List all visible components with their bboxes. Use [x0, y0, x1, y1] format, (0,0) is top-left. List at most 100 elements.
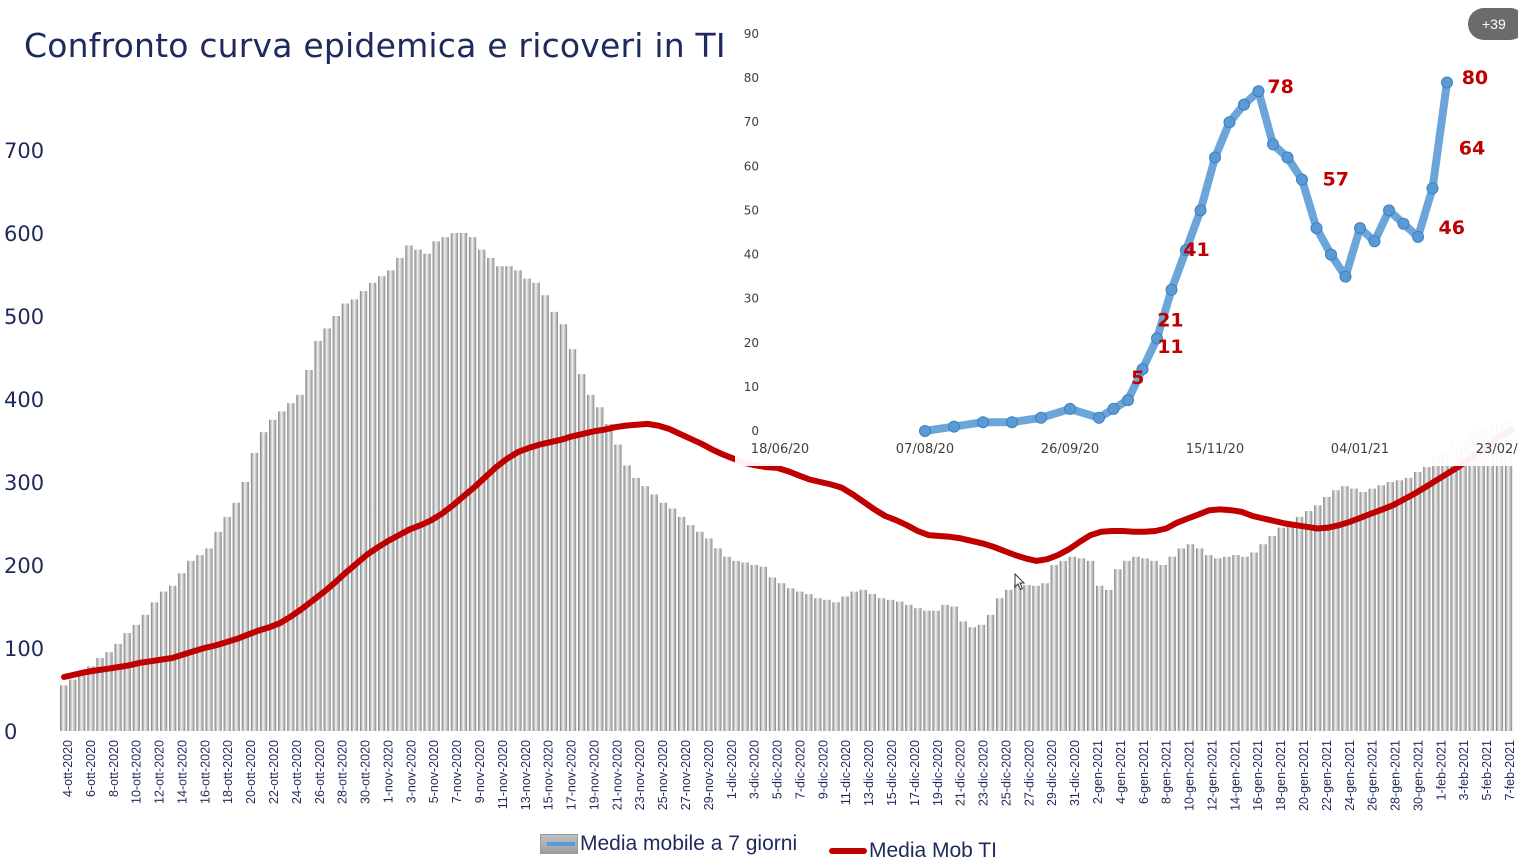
- bar: [959, 621, 967, 731]
- bar: [714, 548, 722, 731]
- main-x-tick-label: 19-nov-2020: [587, 740, 601, 810]
- main-x-tick-label: 23-dic-2020: [977, 740, 991, 806]
- inset-point: [1354, 222, 1366, 235]
- legend-item-line: Media Mob TI: [828, 839, 997, 863]
- main-x-tick-label: 16-ott-2020: [198, 740, 212, 804]
- inset-point: [1006, 416, 1018, 429]
- bar: [1377, 485, 1385, 731]
- inset-data-label: 11: [1157, 336, 1183, 358]
- bar: [1114, 569, 1122, 731]
- inset-point: [1310, 222, 1323, 235]
- main-x-tick-label: 24-ott-2020: [290, 740, 304, 804]
- main-x-tick-label: 19-dic-2020: [931, 740, 945, 806]
- inset-point: [1093, 411, 1105, 424]
- bar: [1132, 556, 1140, 731]
- bar: [1177, 548, 1186, 731]
- bar: [1432, 457, 1440, 731]
- main-x-tick-label: 12-ott-2020: [153, 740, 167, 804]
- main-x-tick-label: 26-gen-2021: [1366, 740, 1380, 811]
- bar: [823, 599, 831, 731]
- bar: [1468, 433, 1476, 731]
- main-x-tick-label: 28-gen-2021: [1389, 740, 1403, 811]
- bar: [1141, 558, 1149, 731]
- bar: [559, 324, 568, 731]
- legend-label-bars: Media mobile a 7 giorni: [580, 832, 798, 855]
- bar: [541, 295, 549, 731]
- bar: [877, 598, 886, 731]
- main-x-tick-label: 29-dic-2020: [1045, 740, 1059, 806]
- participants-badge[interactable]: +39: [1468, 8, 1518, 40]
- bar: [114, 643, 122, 731]
- bar: [87, 666, 95, 731]
- legend-swatch-line: [828, 848, 867, 854]
- inset-point: [1107, 402, 1120, 415]
- main-x-tick-label: 22-ott-2020: [267, 740, 281, 804]
- main-x-tick-label: 10-gen-2021: [1183, 740, 1197, 811]
- bar: [1150, 560, 1158, 731]
- bar: [187, 560, 195, 731]
- bar: [1441, 450, 1449, 731]
- main-x-tick-label: 11-nov-2020: [496, 740, 510, 809]
- bar: [223, 516, 231, 731]
- main-x-tick-label: 14-ott-2020: [175, 740, 189, 804]
- bar: [378, 276, 386, 731]
- main-x-tick-label: 25-nov-2020: [656, 740, 670, 810]
- bar: [496, 266, 504, 731]
- main-x-tick-label: 18-gen-2021: [1274, 740, 1288, 811]
- mouse-cursor-icon: [1014, 573, 1026, 591]
- inset-y-tick-label: 30: [744, 292, 759, 306]
- main-x-tick-label: 5-dic-2020: [771, 740, 785, 799]
- bar: [568, 349, 577, 731]
- main-x-tick-label: 21-nov-2020: [610, 740, 624, 810]
- bar: [832, 602, 840, 731]
- bar: [396, 257, 404, 731]
- bar: [1223, 556, 1231, 731]
- inset-y-tick-label: 20: [744, 336, 759, 350]
- inset-point: [919, 425, 931, 437]
- main-x-tick-label: 20-gen-2021: [1297, 740, 1311, 811]
- inset-y-tick-label: 0: [751, 424, 759, 438]
- bar: [505, 266, 513, 731]
- bar: [1059, 560, 1067, 731]
- main-x-tick-label: 9-nov-2020: [473, 740, 487, 803]
- main-x-tick-label: 7-dic-2020: [793, 740, 807, 799]
- main-x-tick-label: 21-dic-2020: [954, 740, 968, 806]
- legend-swatch-bars: [540, 834, 578, 854]
- main-x-tick-label: 4-gen-2021: [1114, 740, 1128, 804]
- bar: [814, 598, 822, 731]
- bar: [777, 583, 786, 731]
- bar: [1041, 583, 1049, 731]
- bar: [259, 432, 268, 731]
- bar: [1241, 556, 1249, 731]
- bar: [1023, 584, 1031, 731]
- bar: [423, 253, 431, 731]
- bar: [232, 502, 240, 731]
- bar: [787, 588, 795, 731]
- bar: [287, 403, 295, 731]
- bar: [1259, 544, 1267, 731]
- main-y-tick-label: 100: [4, 637, 44, 661]
- bar: [141, 614, 150, 731]
- bar: [1323, 496, 1331, 731]
- main-x-tick-label: 13-dic-2020: [862, 740, 876, 806]
- main-x-tick-label: 22-gen-2021: [1320, 740, 1334, 811]
- bar: [1232, 555, 1240, 731]
- bar: [723, 556, 731, 731]
- bar: [623, 465, 631, 731]
- bar: [950, 606, 958, 731]
- main-x-tick-label: 15-nov-2020: [542, 740, 556, 810]
- bar: [796, 591, 804, 731]
- inset-point: [1064, 402, 1076, 415]
- main-x-tick-label: 1-nov-2020: [381, 740, 395, 803]
- inset-y-tick-label: 40: [744, 248, 759, 262]
- main-x-tick-label: 30-gen-2021: [1411, 740, 1425, 811]
- bar: [650, 494, 658, 731]
- bar: [641, 486, 649, 731]
- inset-point: [1122, 394, 1134, 407]
- main-y-tick-label: 400: [4, 388, 44, 412]
- main-bars: [60, 233, 1513, 732]
- main-x-axis: 4-ott-2020 6-ott-2020 8-ott-2020 10-ott-202…: [61, 740, 1517, 811]
- bar: [1386, 482, 1395, 731]
- inset-point: [977, 416, 989, 429]
